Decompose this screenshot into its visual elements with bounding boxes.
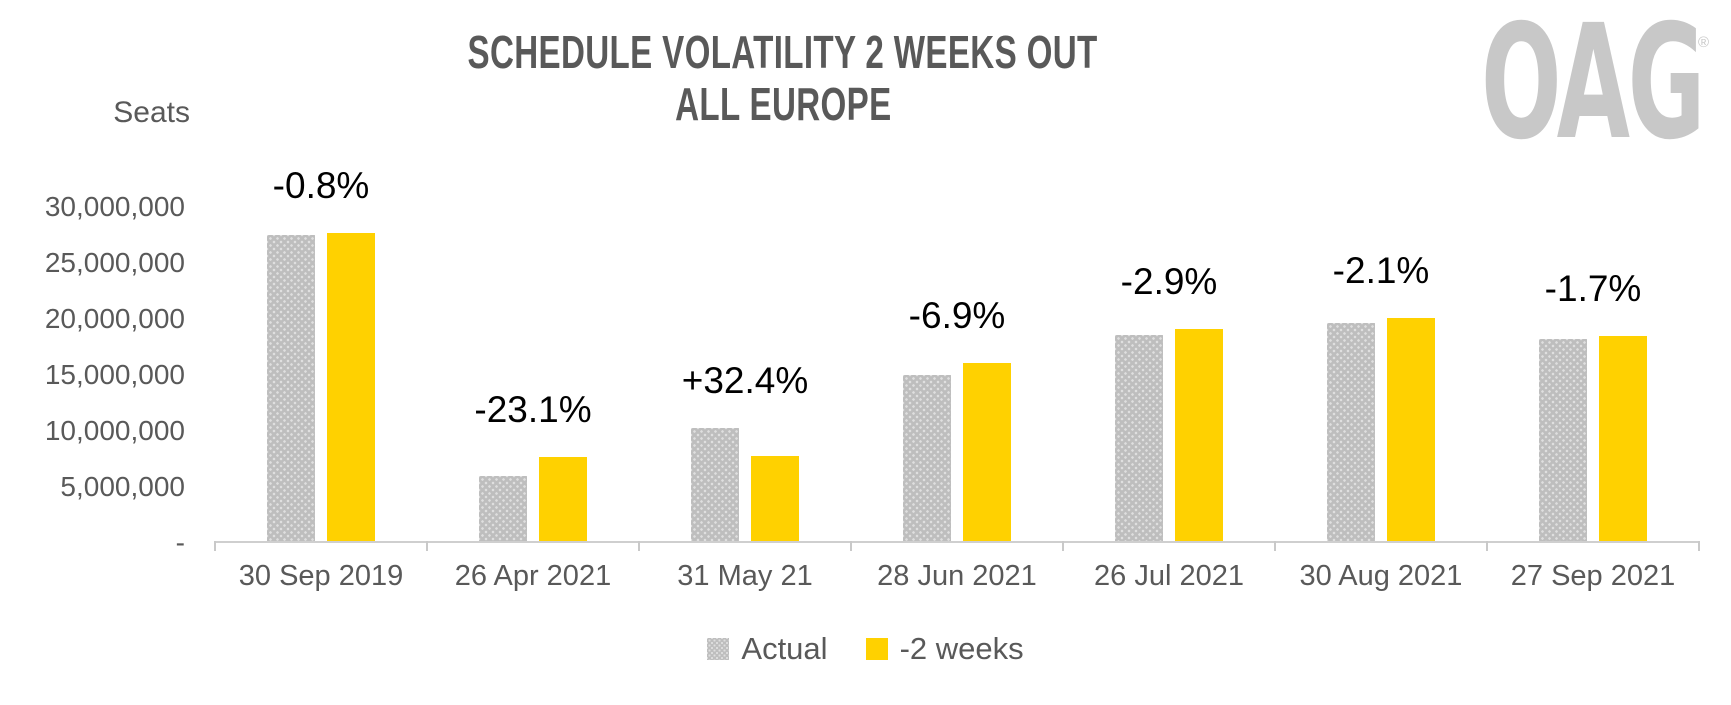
axis-tick (426, 541, 428, 551)
bar-actual (1539, 339, 1587, 541)
x-tick-label: 28 Jun 2021 (877, 560, 1037, 592)
bar-minus2weeks (1387, 318, 1435, 541)
legend-label-minus2weeks: -2 weeks (899, 631, 1024, 666)
axis-tick (1698, 541, 1700, 551)
oag-logo: OAG ® (1333, 0, 1709, 175)
y-axis-title: Seats (113, 96, 190, 129)
chart-title-line1: SCHEDULE VOLATILITY 2 WEEKS OUT (467, 26, 1099, 78)
plot-area: -0.8% -23.1% +32.4% -6.9% -2.9% -2.1% -1.7% (215, 0, 1699, 543)
axis-tick (1486, 541, 1488, 551)
x-tick-label: 30 Sep 2019 (238, 560, 404, 592)
axis-tick (214, 541, 216, 551)
bar-actual (267, 235, 315, 541)
x-tick-label: 30 Aug 2021 (1299, 560, 1463, 592)
bar-actual (1115, 334, 1163, 541)
legend-item-actual: Actual (707, 631, 828, 667)
oag-logo-text: OAG (1480, 0, 1705, 175)
pct-change-label: -1.7% (1544, 268, 1642, 310)
chart-title-line2: ALL EUROPE (674, 78, 892, 130)
bar-minus2weeks (539, 457, 587, 541)
x-tick-label: 31 May 21 (677, 560, 813, 592)
pct-change-label: -0.8% (272, 165, 370, 206)
axis-tick (850, 541, 852, 551)
axis-tick (638, 541, 640, 551)
axis-tick (1062, 541, 1064, 551)
bar-minus2weeks (327, 233, 375, 541)
bar-group: -6.9% (851, 0, 1063, 543)
bar-group: -2.1% (1275, 0, 1487, 543)
pct-change-label: -2.1% (1332, 250, 1430, 292)
bar-minus2weeks (1175, 329, 1223, 541)
legend-label-actual: Actual (741, 631, 828, 666)
bar-minus2weeks (963, 362, 1011, 541)
bar-group: -0.8% (215, 0, 427, 543)
bar-group: -2.9% (1063, 0, 1275, 543)
registered-trademark-icon: ® (1697, 34, 1709, 51)
bar-group: -23.1% (427, 0, 639, 543)
axis-tick (1274, 541, 1276, 551)
pct-change-label: -6.9% (908, 294, 1006, 336)
legend-swatch-actual (707, 638, 730, 660)
chart-legend: Actual -2 weeks (0, 631, 1731, 667)
y-tick-label: 15,000,000 (44, 359, 185, 390)
x-tick-label: 26 Jul 2021 (1094, 560, 1244, 592)
y-tick-label: 20,000,000 (44, 303, 185, 334)
bar-actual (1327, 322, 1375, 541)
bar-group: +32.4% (639, 0, 851, 543)
y-tick-label: 5,000,000 (60, 471, 185, 502)
x-tick-label: 26 Apr 2021 (454, 560, 612, 592)
bar-group: -1.7% (1487, 0, 1699, 543)
y-tick-label: 10,000,000 (44, 415, 185, 446)
bar-actual (479, 476, 527, 541)
x-tick-label: 27 Sep 2021 (1510, 560, 1676, 592)
pct-change-label: -2.9% (1120, 261, 1218, 303)
y-tick-label: - (175, 527, 185, 558)
y-tick-label: 25,000,000 (44, 247, 185, 278)
legend-item-minus2weeks: -2 weeks (865, 631, 1024, 667)
bar-minus2weeks (1599, 336, 1647, 541)
chart-title: SCHEDULE VOLATILITY 2 WEEKS OUT ALL EURO… (0, 26, 1566, 130)
pct-change-label: -23.1% (474, 389, 592, 430)
pct-change-label: +32.4% (681, 359, 809, 401)
legend-swatch-minus2weeks (865, 638, 888, 660)
x-axis-line (215, 541, 1700, 543)
bar-minus2weeks (751, 455, 799, 541)
bar-actual (691, 427, 739, 541)
y-tick-label: 30,000,000 (44, 191, 185, 222)
bar-actual (903, 375, 951, 541)
